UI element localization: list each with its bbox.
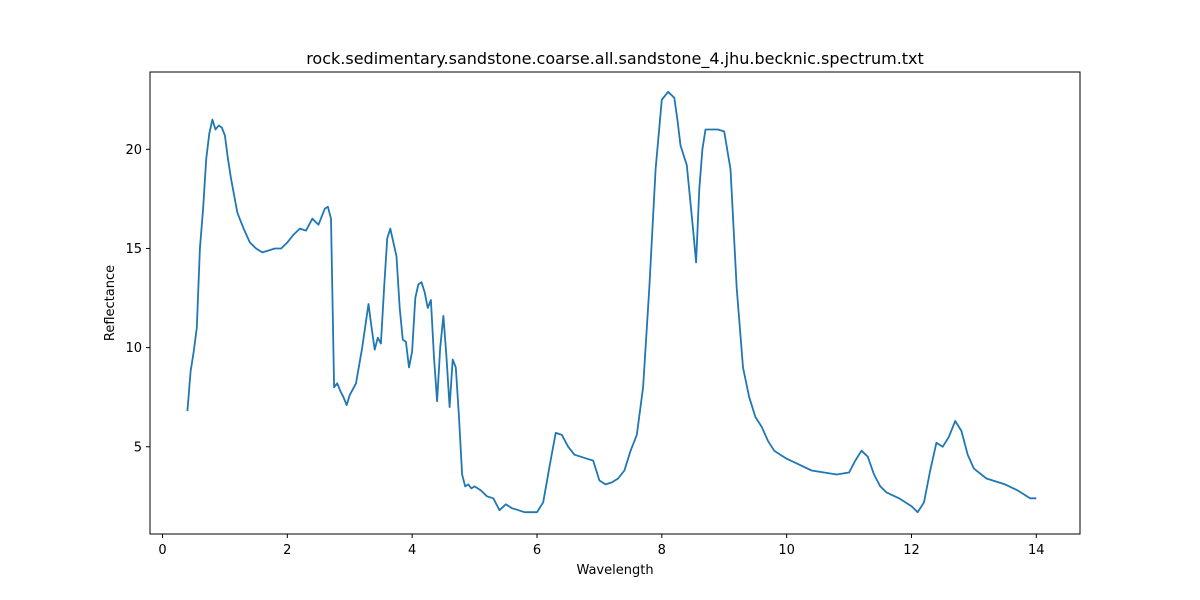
- y-tick-label: 5: [134, 440, 142, 455]
- x-tick-label: 2: [283, 543, 291, 558]
- x-tick-label: 0: [158, 543, 166, 558]
- x-tick-label: 8: [658, 543, 666, 558]
- x-tick-label: 14: [1028, 543, 1045, 558]
- x-tick-label: 10: [778, 543, 795, 558]
- y-axis-label: Reflectance: [103, 265, 118, 341]
- series-line-0: [186, 90, 1037, 514]
- y-tick-label: 15: [125, 242, 142, 257]
- x-tick-label: 6: [533, 543, 541, 558]
- axis-ticks: 0 2 4 6 8 10 12 14 5 10 15 20: [125, 143, 1044, 558]
- plot-frame: [149, 71, 1081, 535]
- x-tick-label: 12: [903, 543, 920, 558]
- y-tick-label: 20: [125, 143, 142, 158]
- x-tick-label: 4: [408, 543, 416, 558]
- y-tick-label: 10: [125, 341, 142, 356]
- plot-area: [186, 90, 1037, 514]
- x-axis-label: Wavelength: [576, 563, 653, 578]
- chart-title: rock.sedimentary.sandstone.coarse.all.sa…: [306, 49, 924, 69]
